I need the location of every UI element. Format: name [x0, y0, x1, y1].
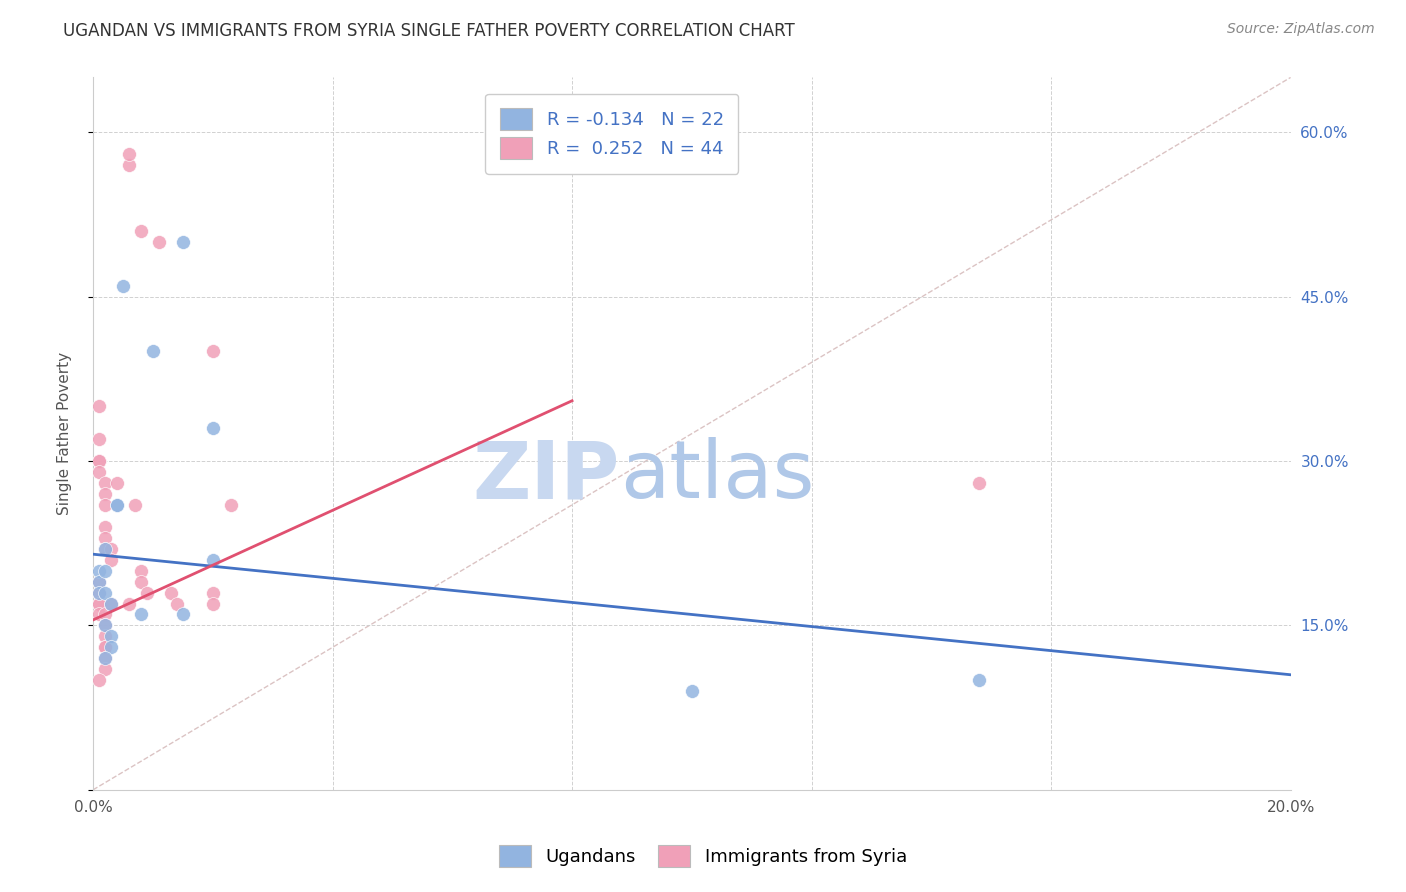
- Text: atlas: atlas: [620, 437, 814, 516]
- Point: [105, 475, 128, 490]
- Point: [87, 432, 110, 446]
- Point: [118, 597, 141, 611]
- Point: [87, 465, 110, 479]
- Point: [118, 158, 141, 172]
- Point: [87, 454, 110, 468]
- Point: [118, 147, 141, 161]
- Y-axis label: Single Father Poverty: Single Father Poverty: [58, 352, 72, 516]
- Point: [87, 597, 110, 611]
- Point: [87, 607, 110, 622]
- Point: [87, 454, 110, 468]
- Point: [967, 673, 990, 688]
- Point: [100, 640, 122, 655]
- Point: [142, 344, 165, 359]
- Point: [94, 475, 117, 490]
- Point: [129, 607, 152, 622]
- Text: Source: ZipAtlas.com: Source: ZipAtlas.com: [1227, 22, 1375, 37]
- Point: [135, 585, 157, 599]
- Point: [94, 607, 117, 622]
- Point: [87, 574, 110, 589]
- Point: [219, 498, 242, 512]
- Point: [111, 278, 134, 293]
- Point: [100, 597, 122, 611]
- Point: [967, 475, 990, 490]
- Point: [201, 552, 224, 566]
- Point: [100, 552, 122, 566]
- Point: [124, 498, 146, 512]
- Point: [94, 651, 117, 665]
- Point: [148, 235, 170, 249]
- Point: [94, 585, 117, 599]
- Point: [100, 541, 122, 556]
- Point: [201, 585, 224, 599]
- Point: [87, 564, 110, 578]
- Point: [172, 235, 194, 249]
- Point: [87, 597, 110, 611]
- Point: [94, 662, 117, 676]
- Point: [94, 618, 117, 632]
- Point: [105, 498, 128, 512]
- Point: [94, 640, 117, 655]
- Point: [201, 344, 224, 359]
- Point: [94, 487, 117, 501]
- Text: UGANDAN VS IMMIGRANTS FROM SYRIA SINGLE FATHER POVERTY CORRELATION CHART: UGANDAN VS IMMIGRANTS FROM SYRIA SINGLE …: [63, 22, 794, 40]
- Point: [201, 421, 224, 435]
- Point: [87, 585, 110, 599]
- Legend: R = -0.134   N = 22, R =  0.252   N = 44: R = -0.134 N = 22, R = 0.252 N = 44: [485, 94, 738, 174]
- Point: [681, 684, 703, 698]
- Point: [87, 574, 110, 589]
- Point: [100, 629, 122, 643]
- Point: [94, 541, 117, 556]
- Point: [160, 585, 183, 599]
- Legend: Ugandans, Immigrants from Syria: Ugandans, Immigrants from Syria: [492, 838, 914, 874]
- Point: [100, 597, 122, 611]
- Point: [94, 618, 117, 632]
- Point: [94, 564, 117, 578]
- Point: [94, 498, 117, 512]
- Point: [129, 574, 152, 589]
- Point: [94, 531, 117, 545]
- Point: [172, 607, 194, 622]
- Point: [94, 629, 117, 643]
- Point: [105, 498, 128, 512]
- Point: [94, 541, 117, 556]
- Point: [166, 597, 188, 611]
- Point: [201, 597, 224, 611]
- Point: [94, 520, 117, 534]
- Point: [129, 564, 152, 578]
- Point: [94, 640, 117, 655]
- Point: [87, 585, 110, 599]
- Point: [94, 651, 117, 665]
- Text: ZIP: ZIP: [472, 437, 620, 516]
- Point: [87, 673, 110, 688]
- Point: [87, 399, 110, 413]
- Point: [129, 224, 152, 238]
